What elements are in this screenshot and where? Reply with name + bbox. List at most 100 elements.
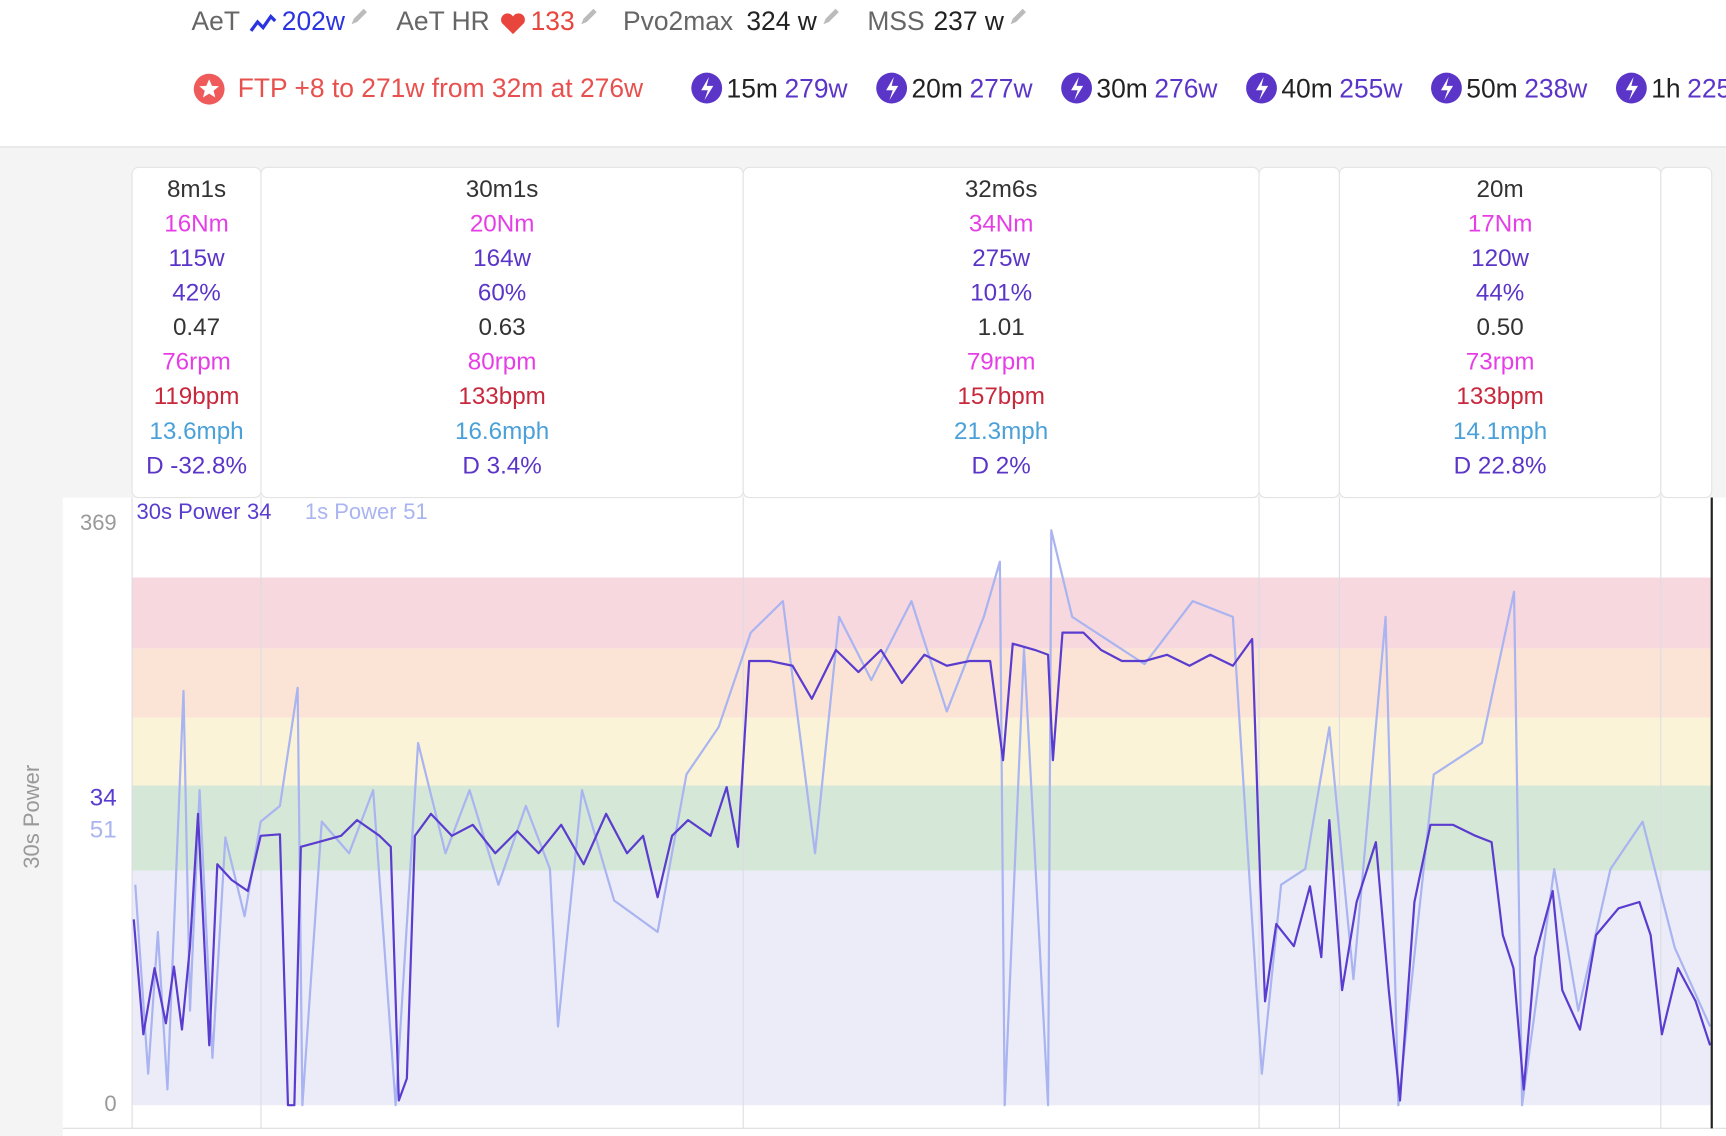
y-axis-title: 30s Power xyxy=(19,765,44,869)
best-effort: 1h225w xyxy=(1651,73,1726,103)
edit-icon[interactable] xyxy=(351,8,367,25)
best-effort: 15m 279w xyxy=(727,73,849,103)
interval-decoupling: D 22.8% xyxy=(1454,452,1547,479)
edit-icon[interactable] xyxy=(581,8,597,25)
best-effort: 20m 277w xyxy=(911,73,1033,103)
interval-duration: 8m1s xyxy=(167,176,226,203)
interval-cadence: 76rpm xyxy=(162,349,231,376)
interval-speed: 13.6mph xyxy=(149,418,243,445)
interval-decoupling: D -32.8% xyxy=(146,452,247,479)
legend-value: 51 xyxy=(403,499,427,524)
y-tick-label: 0 xyxy=(104,1091,116,1116)
interval-hr: 157bpm xyxy=(957,383,1044,410)
interval-power: 164w xyxy=(473,245,531,272)
interval-duration: 32m6s xyxy=(965,176,1038,203)
header-bg xyxy=(0,0,1726,147)
best-duration: 20m xyxy=(911,73,962,103)
best-power: 225w xyxy=(1687,73,1726,103)
best-power: 255w xyxy=(1339,73,1403,103)
bolt xyxy=(1256,77,1269,101)
legend-entry: 1s Power 51 xyxy=(305,499,428,524)
best-duration: 1h xyxy=(1651,73,1680,103)
interval-percent: 42% xyxy=(172,280,220,307)
y-tick-label: 369 xyxy=(80,510,117,535)
trend-icon xyxy=(249,13,277,32)
heart-icon xyxy=(501,13,525,35)
interval-duration: 20m xyxy=(1477,176,1524,203)
star-icon xyxy=(199,79,220,98)
interval-hr: 119bpm xyxy=(154,383,240,410)
interval-if: 0.63 xyxy=(479,314,526,341)
ftp-note: FTP +8 to 271w from 32m at 276w xyxy=(238,73,644,103)
interval-decoupling: D 2% xyxy=(972,452,1031,479)
interval-speed: 16.6mph xyxy=(455,418,549,445)
edit-icon[interactable] xyxy=(1010,8,1026,25)
cursor-value: 51 xyxy=(90,816,117,843)
metric-label: AeT xyxy=(192,6,240,36)
interval-duration: 30m1s xyxy=(466,176,539,203)
interval-torque: 20Nm xyxy=(470,210,535,237)
interval-speed: 21.3mph xyxy=(954,418,1048,445)
metric-label: AeT HR xyxy=(396,6,489,36)
best-duration: 15m xyxy=(727,73,778,103)
bolt xyxy=(886,77,899,101)
interval-decoupling: D 3.4% xyxy=(462,452,541,479)
bolt xyxy=(1625,77,1638,101)
best-effort: 30m 276w xyxy=(1096,73,1218,103)
interval-cadence: 80rpm xyxy=(468,349,537,376)
legend-entry: 30s Power 34 xyxy=(136,499,271,524)
best-effort: 40m 255w xyxy=(1281,73,1403,103)
bolt xyxy=(1071,77,1084,101)
interval-cadence: 73rpm xyxy=(1466,349,1535,376)
best-power: 238w xyxy=(1524,73,1588,103)
best-power: 277w xyxy=(969,73,1033,103)
interval-percent: 60% xyxy=(478,280,526,307)
legend-name: 30s Power xyxy=(136,499,240,524)
interval-percent: 44% xyxy=(1476,280,1524,307)
power-zone xyxy=(132,785,1712,871)
legend-name: 1s Power xyxy=(305,499,397,524)
power-line xyxy=(132,631,1712,1107)
metric-value: 202w xyxy=(282,6,346,36)
metric-label: MSS xyxy=(867,6,924,36)
interval-torque: 16Nm xyxy=(164,210,229,237)
power-line xyxy=(134,529,1712,1107)
best-power: 279w xyxy=(785,73,849,103)
interval-if: 0.47 xyxy=(173,314,220,341)
best-duration: 30m xyxy=(1096,73,1147,103)
interval-if: 0.50 xyxy=(1477,314,1524,341)
interval-speed: 14.1mph xyxy=(1453,418,1547,445)
bolt xyxy=(701,77,714,101)
metric-value: 324 w xyxy=(746,6,817,36)
power-zone xyxy=(132,577,1712,649)
interval-power: 275w xyxy=(972,245,1030,272)
metric-value: 237 w xyxy=(933,6,1004,36)
bolt xyxy=(1440,77,1454,101)
best-duration: 50m xyxy=(1466,73,1517,103)
legend-value: 34 xyxy=(247,499,271,524)
interval-torque: 17Nm xyxy=(1468,210,1533,237)
interval-column xyxy=(1660,166,1713,499)
power-zone xyxy=(132,717,1712,786)
edit-icon[interactable] xyxy=(823,8,839,25)
cursor-value: 34 xyxy=(90,785,117,812)
interval-column xyxy=(1258,166,1340,499)
interval-cadence: 79rpm xyxy=(967,349,1036,376)
metric-value: 133 xyxy=(531,6,575,36)
interval-hr: 133bpm xyxy=(1456,383,1543,410)
best-power: 276w xyxy=(1154,73,1218,103)
interval-power: 120w xyxy=(1471,245,1529,272)
power-zone xyxy=(132,870,1712,1106)
best-effort: 50m 238w xyxy=(1466,73,1588,103)
interval-if: 1.01 xyxy=(978,314,1025,341)
interval-power: 115w xyxy=(168,245,225,272)
interval-percent: 101% xyxy=(970,280,1032,307)
power-zone xyxy=(132,648,1712,718)
best-duration: 40m xyxy=(1281,73,1332,103)
interval-hr: 133bpm xyxy=(458,383,545,410)
interval-torque: 34Nm xyxy=(969,210,1034,237)
metric-label: Pvo2max xyxy=(623,6,733,36)
